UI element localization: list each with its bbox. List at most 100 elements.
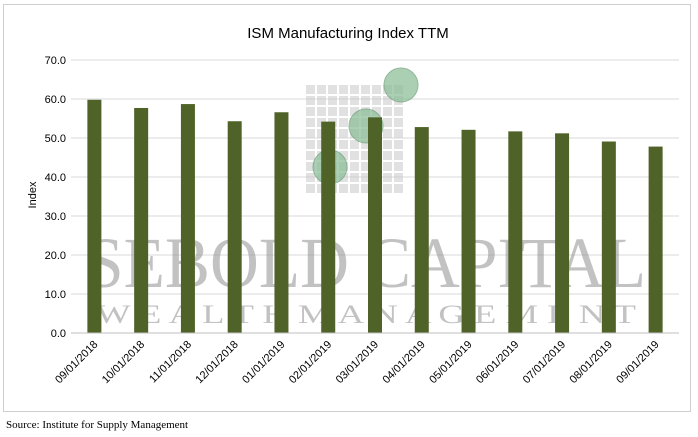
watermark-logo-tile <box>394 118 403 127</box>
watermark-logo-tile <box>394 162 403 171</box>
watermark-logo-tile <box>372 107 381 116</box>
watermark-logo-tile <box>306 107 315 116</box>
y-tick-label: 30.0 <box>45 211 66 223</box>
watermark-logo-tile <box>350 162 359 171</box>
bar <box>461 129 476 333</box>
watermark-logo-tile <box>306 85 315 94</box>
watermark-logo-tile <box>350 151 359 160</box>
bar <box>87 99 102 333</box>
watermark-logo-tile <box>394 184 403 193</box>
watermark-logo-tile <box>339 107 348 116</box>
watermark-logo-tile <box>383 107 392 116</box>
watermark-logo-tile <box>361 85 370 94</box>
x-tick-label: 07/01/2019 <box>521 339 568 386</box>
x-axis-ticks: 09/01/2018 10/01/2018 11/01/2018 12/01/2018… <box>53 339 662 386</box>
bar <box>508 131 523 333</box>
bar <box>368 117 382 333</box>
bar <box>321 121 336 334</box>
watermark-logo-tile <box>339 184 348 193</box>
watermark-logo-tile <box>306 162 315 171</box>
chart-frame: SEBOLD CAPITAL W E A L T H M A N A G E M … <box>3 4 691 412</box>
watermark-logo-tile <box>394 140 403 149</box>
y-axis-label: Index <box>27 181 39 208</box>
y-tick-label: 40.0 <box>45 172 66 184</box>
watermark-logo-tile <box>383 173 392 182</box>
watermark-logo-tile <box>383 129 392 138</box>
watermark-logo-tile <box>383 151 392 160</box>
watermark-logo-circle <box>383 67 419 103</box>
watermark-logo-tile <box>317 96 326 105</box>
watermark-logo-tile <box>361 184 370 193</box>
watermark-logo-tile <box>394 151 403 160</box>
watermark-logo-tile <box>339 151 348 160</box>
watermark-logo-tile <box>383 162 392 171</box>
watermark-logo-tile <box>361 140 370 149</box>
watermark-logo-tile <box>361 173 370 182</box>
watermark-logo-tile <box>339 96 348 105</box>
x-tick-label: 02/01/2019 <box>287 339 334 386</box>
bar <box>601 141 616 333</box>
watermark-logo-tile <box>350 140 359 149</box>
watermark-logo-tile <box>350 96 359 105</box>
watermark-logo-tile <box>317 85 326 94</box>
x-tick-label: 12/01/2018 <box>193 339 240 386</box>
bar <box>227 121 242 333</box>
x-tick-label: 11/01/2018 <box>147 339 194 386</box>
watermark-logo-tile <box>339 129 348 138</box>
watermark-logo-tile <box>306 129 315 138</box>
watermark-logo-tile <box>383 184 392 193</box>
x-tick-label: 03/01/2019 <box>334 339 381 386</box>
x-tick-label: 09/01/2019 <box>614 339 661 386</box>
watermark-logo-tile <box>317 107 326 116</box>
x-tick-label: 09/01/2018 <box>53 339 100 386</box>
y-tick-label: 50.0 <box>45 133 66 145</box>
watermark-logo-tile <box>361 96 370 105</box>
watermark-logo-tile <box>306 151 315 160</box>
watermark-logo-tile <box>350 184 359 193</box>
watermark-logo-tile <box>306 184 315 193</box>
bar <box>648 146 663 333</box>
y-tick-label: 20.0 <box>45 250 66 262</box>
watermark-logo-tile <box>328 96 337 105</box>
watermark-logo-tile <box>383 140 392 149</box>
x-tick-label: 04/01/2019 <box>380 339 427 386</box>
watermark-logo-tile <box>383 118 392 127</box>
bars <box>87 99 663 334</box>
watermark-logo-tile <box>372 85 381 94</box>
bar <box>274 112 289 333</box>
y-tick-label: 60.0 <box>45 94 66 106</box>
x-tick-label: 10/01/2018 <box>100 339 147 386</box>
watermark-logo-tile <box>394 129 403 138</box>
watermark-logo-tile <box>339 85 348 94</box>
x-tick-label: 05/01/2019 <box>427 339 474 386</box>
x-tick-label: 06/01/2019 <box>474 339 521 386</box>
watermark-logo-tile <box>372 96 381 105</box>
watermark-logo-tile <box>361 151 370 160</box>
y-axis-ticks: 0.0 10.0 20.0 30.0 40.0 50.0 60.0 70.0 <box>45 55 66 340</box>
bar <box>180 104 195 333</box>
watermark-text-line1: SEBOLD CAPITAL <box>86 223 646 303</box>
bar <box>555 133 570 333</box>
watermark-logo-tile <box>306 173 315 182</box>
watermark-logo-tile <box>350 85 359 94</box>
watermark-logo-tile <box>394 173 403 182</box>
bar <box>414 127 429 333</box>
y-tick-label: 10.0 <box>45 289 66 301</box>
watermark-logo-tile <box>361 162 370 171</box>
watermark-logo-tile <box>339 140 348 149</box>
x-tick-label: 01/01/2019 <box>240 339 287 386</box>
bar <box>134 107 149 333</box>
watermark-logo-tile <box>306 96 315 105</box>
watermark-logo-tile <box>328 107 337 116</box>
x-tick-label: 08/01/2019 <box>568 339 615 386</box>
watermark-logo-tile <box>328 85 337 94</box>
watermark-logo-tile <box>383 96 392 105</box>
y-tick-label: 70.0 <box>45 55 66 67</box>
y-tick-label: 0.0 <box>51 328 66 340</box>
watermark-logo-tile <box>350 173 359 182</box>
watermark-logo-tile <box>306 140 315 149</box>
source-note: Source: Institute for Supply Management <box>6 419 189 431</box>
watermark-logo-tile <box>394 107 403 116</box>
watermark-logo-tile <box>306 118 315 127</box>
